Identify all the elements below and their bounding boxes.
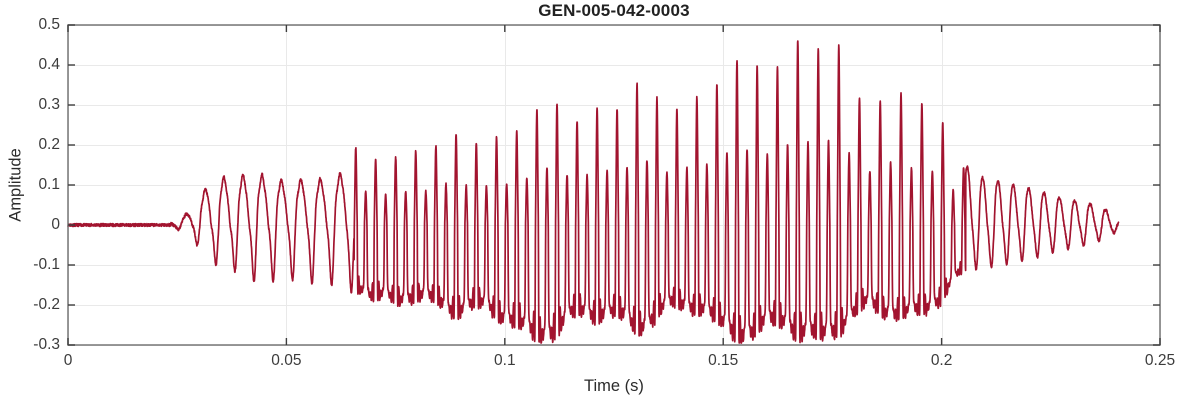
y-tick-label: 0 <box>51 216 60 233</box>
x-tick-label: 0.15 <box>708 352 739 369</box>
x-tick-label: 0.2 <box>930 352 953 369</box>
x-tick-label: 0.25 <box>1144 352 1176 369</box>
x-tick-label: 0 <box>63 352 73 369</box>
y-tick-label: 0.5 <box>38 16 60 33</box>
y-tick-label: 0.3 <box>38 96 60 113</box>
x-tick-label: 0.1 <box>494 352 516 369</box>
y-tick-label: -0.3 <box>33 336 60 353</box>
x-axis-label: Time (s) <box>584 377 644 395</box>
y-tick-label: -0.1 <box>33 256 60 273</box>
y-tick-label: -0.2 <box>33 296 60 313</box>
x-tick-label: 0.05 <box>271 352 302 369</box>
chart-title: GEN-005-042-0003 <box>538 1 690 20</box>
y-tick-label: 0.1 <box>38 176 60 193</box>
y-tick-label: 0.4 <box>38 56 60 73</box>
y-tick-label: 0.2 <box>38 136 60 153</box>
